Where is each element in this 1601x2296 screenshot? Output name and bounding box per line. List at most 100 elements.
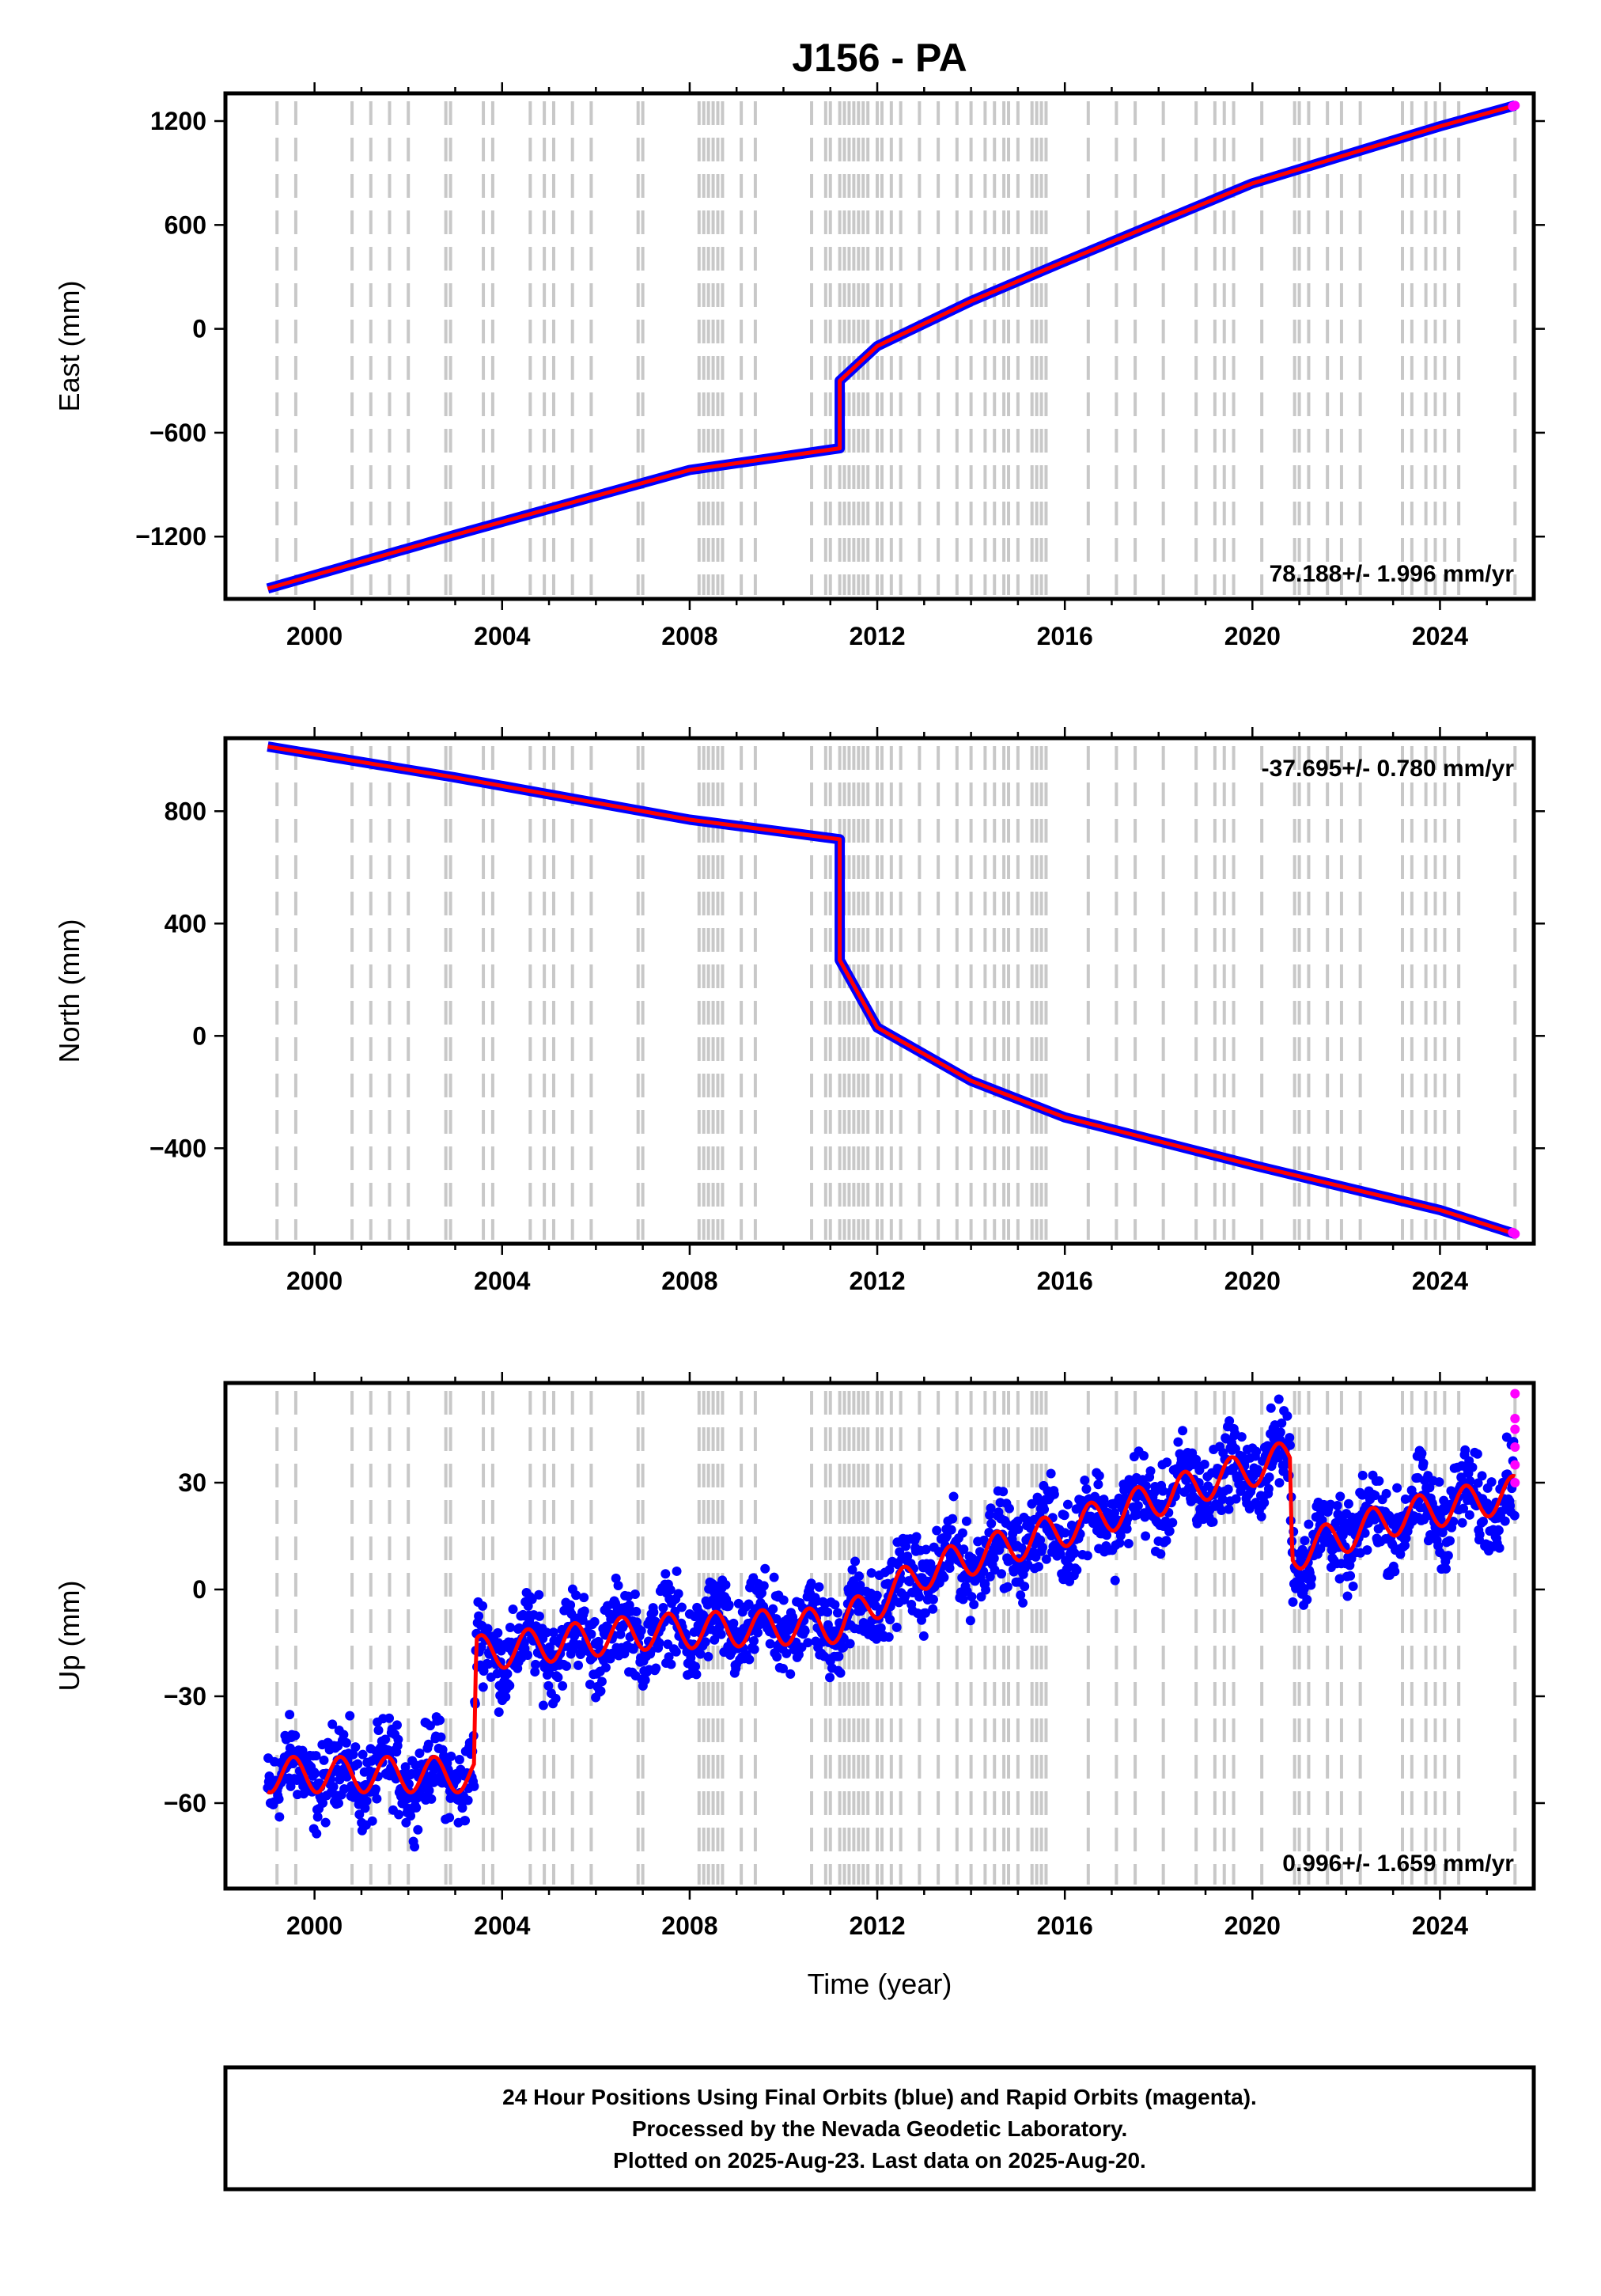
final-orbit-point (833, 1608, 843, 1618)
final-orbit-point (483, 1659, 494, 1669)
final-orbit-point (778, 1595, 789, 1605)
final-orbit-point (566, 1600, 576, 1610)
final-orbit-point (1434, 1477, 1444, 1487)
final-orbit-point (285, 1710, 295, 1720)
final-orbit-point (630, 1589, 640, 1599)
final-orbit-point (523, 1650, 533, 1660)
final-orbit-point (414, 1749, 425, 1759)
final-orbit-point (771, 1614, 782, 1624)
final-orbit-point (436, 1732, 446, 1742)
final-orbit-point (373, 1726, 384, 1736)
final-orbit-point (998, 1487, 1009, 1497)
final-orbit-point (1158, 1486, 1168, 1496)
final-orbit-point (845, 1639, 855, 1649)
plot-frame (223, 736, 1536, 1246)
final-orbit-point (691, 1669, 702, 1680)
final-orbit-point (579, 1606, 589, 1616)
final-orbit-point (965, 1616, 975, 1626)
final-orbit-point (274, 1794, 284, 1804)
final-orbit-point (1208, 1517, 1218, 1527)
final-orbit-point (394, 1809, 404, 1820)
rapid-orbit-point (1510, 1460, 1520, 1470)
final-orbit-point (1343, 1498, 1353, 1509)
y-tick-label: −600 (150, 419, 206, 447)
final-orbit-point (631, 1606, 642, 1616)
final-orbit-point (1274, 1394, 1284, 1404)
final-orbit-point (1381, 1488, 1391, 1498)
final-orbit-point (1334, 1574, 1345, 1584)
final-orbit-point (502, 1669, 513, 1679)
final-orbit-point (619, 1649, 630, 1659)
caption-line-3: Plotted on 2025-Aug-23. Last data on 202… (613, 2148, 1146, 2173)
final-orbit-point (1342, 1591, 1353, 1601)
final-orbit-point (310, 1768, 320, 1779)
final-orbit-point (1141, 1531, 1151, 1541)
final-orbit-point (1110, 1575, 1120, 1586)
final-orbit-point (611, 1573, 621, 1583)
final-orbit-point (981, 1585, 991, 1595)
final-orbit-point (413, 1824, 423, 1835)
final-orbit-point (1357, 1470, 1368, 1480)
final-orbit-point (911, 1532, 922, 1542)
x-tick-label: 2004 (474, 622, 530, 650)
rapid-orbit-point (1510, 100, 1520, 111)
final-orbit-point (800, 1626, 810, 1636)
final-orbit-point (1224, 1416, 1235, 1426)
final-orbit-point (1465, 1476, 1475, 1487)
final-orbit-point (914, 1592, 925, 1602)
final-orbit-point (1441, 1563, 1451, 1574)
y-tick-label: 30 (178, 1468, 206, 1497)
final-orbit-point (548, 1627, 558, 1638)
final-orbit-point (1392, 1483, 1402, 1493)
final-orbit-point (834, 1651, 844, 1661)
final-orbit-point (778, 1664, 788, 1674)
caption-box (223, 2065, 1536, 2192)
final-orbit-point (1304, 1519, 1314, 1529)
final-orbit-point (474, 1611, 484, 1621)
x-tick-label: 2012 (849, 622, 905, 650)
final-orbit-point (1509, 1510, 1520, 1521)
final-orbit-point (1472, 1449, 1482, 1459)
final-orbit-point (1133, 1501, 1143, 1511)
final-orbit-point (328, 1782, 339, 1792)
x-tick-label: 2024 (1412, 1267, 1468, 1295)
final-orbit-point (1093, 1480, 1103, 1490)
final-orbit-point (1459, 1503, 1469, 1514)
final-orbit-point (573, 1660, 584, 1670)
final-orbit-point (847, 1565, 857, 1575)
final-orbit-point (425, 1721, 435, 1731)
y-tick-label: 1200 (150, 107, 206, 135)
final-orbit-point (1493, 1525, 1504, 1536)
final-orbit-point (463, 1795, 473, 1805)
final-orbit-point (920, 1608, 930, 1618)
final-orbit-point (1080, 1476, 1090, 1486)
final-orbit-point (749, 1644, 759, 1654)
final-orbit-point (1395, 1549, 1406, 1559)
final-orbit-point (1400, 1494, 1410, 1504)
x-tick-label: 2016 (1037, 622, 1093, 650)
final-orbit-point (354, 1809, 365, 1820)
final-orbit-point (1266, 1403, 1276, 1413)
final-orbit-point (1346, 1570, 1356, 1581)
final-orbit-point (1467, 1462, 1478, 1472)
final-orbit-point (1494, 1543, 1504, 1553)
x-axis-label: Time (year) (808, 1968, 952, 2000)
x-tick-label: 2008 (661, 1267, 717, 1295)
final-orbit-point (562, 1661, 572, 1671)
x-tick-label: 2020 (1224, 622, 1281, 650)
final-orbit-point (928, 1594, 938, 1605)
y-tick-label: −1200 (135, 522, 206, 551)
final-orbit-point (505, 1680, 515, 1691)
caption-line-2: Processed by the Nevada Geodetic Laborat… (632, 2116, 1128, 2141)
final-orbit-point (460, 1816, 471, 1826)
caption-line-1: 24 Hour Positions Using Final Orbits (bl… (502, 2085, 1257, 2109)
final-orbit-point (1231, 1494, 1241, 1504)
final-orbit-point (530, 1667, 540, 1677)
final-orbit-point (1251, 1446, 1262, 1457)
final-orbit-point (928, 1604, 938, 1614)
final-orbit-point (1115, 1538, 1125, 1548)
final-orbit-point (1049, 1489, 1059, 1499)
final-orbit-point (372, 1794, 382, 1804)
final-orbit-point (393, 1734, 403, 1745)
final-orbit-point (1418, 1458, 1429, 1468)
